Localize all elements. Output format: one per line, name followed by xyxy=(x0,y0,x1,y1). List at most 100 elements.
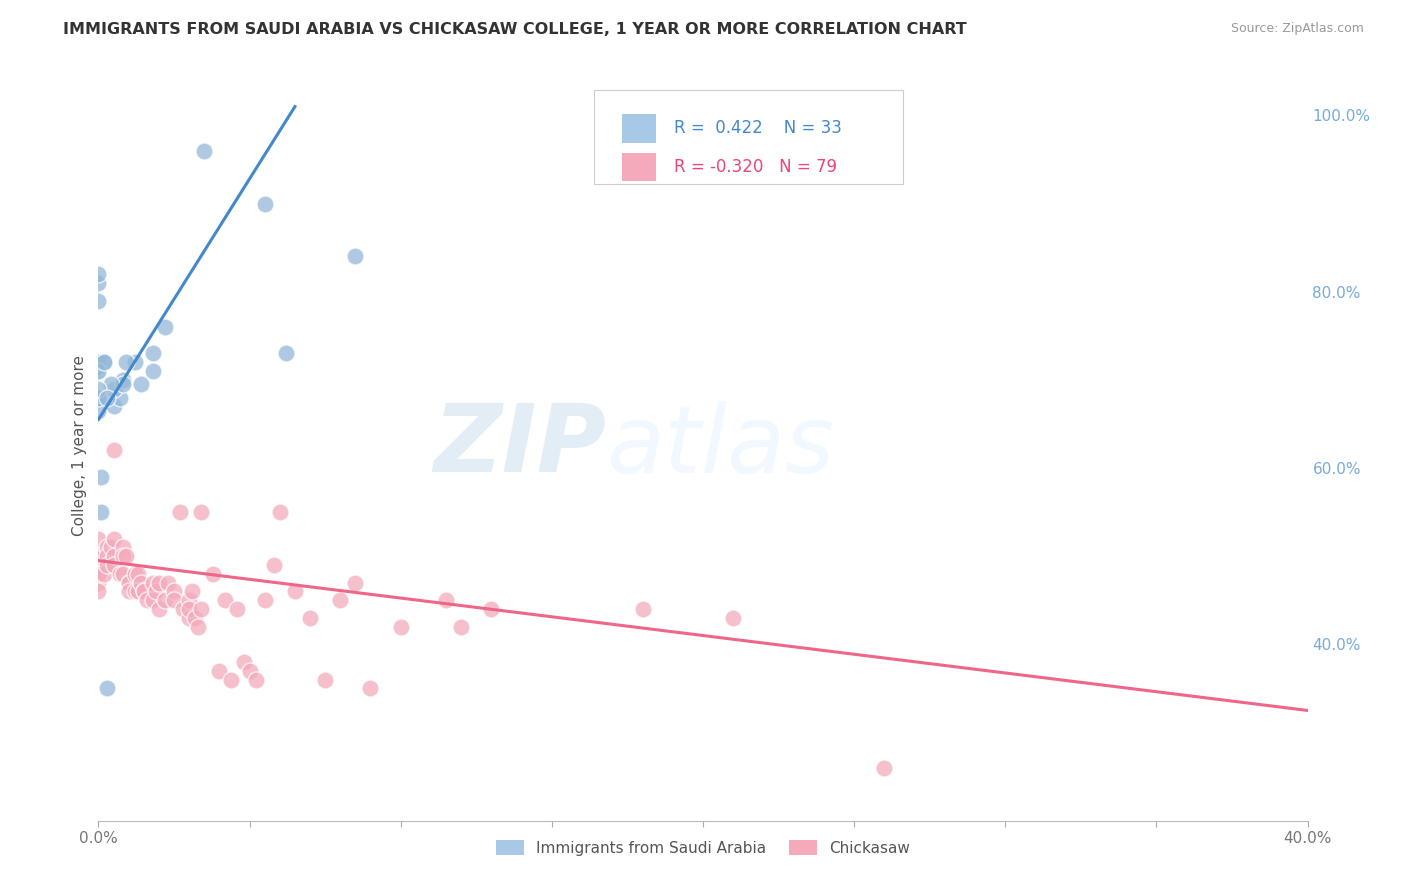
Point xyxy=(142,593,165,607)
Legend: Immigrants from Saudi Arabia, Chickasaw: Immigrants from Saudi Arabia, Chickasaw xyxy=(491,833,915,862)
Point xyxy=(96,681,118,696)
FancyBboxPatch shape xyxy=(595,90,903,184)
FancyBboxPatch shape xyxy=(621,153,655,181)
Point xyxy=(96,391,118,405)
Point xyxy=(184,611,207,625)
Point xyxy=(253,593,276,607)
Point xyxy=(284,584,307,599)
Point xyxy=(129,575,152,590)
Point xyxy=(93,549,115,564)
Point xyxy=(450,620,472,634)
Point xyxy=(96,541,118,555)
Point xyxy=(190,505,212,519)
Point xyxy=(360,681,382,696)
Text: IMMIGRANTS FROM SAUDI ARABIA VS CHICKASAW COLLEGE, 1 YEAR OR MORE CORRELATION CH: IMMIGRANTS FROM SAUDI ARABIA VS CHICKASA… xyxy=(63,22,967,37)
Point xyxy=(148,602,170,616)
Point xyxy=(232,655,254,669)
Point xyxy=(329,593,352,607)
Point xyxy=(344,250,367,264)
Point xyxy=(314,673,336,687)
Point xyxy=(118,584,141,599)
Point xyxy=(87,549,110,564)
Point xyxy=(193,144,215,158)
Point xyxy=(163,593,186,607)
Point xyxy=(87,382,110,396)
Point xyxy=(100,377,122,392)
Text: R = -0.320   N = 79: R = -0.320 N = 79 xyxy=(673,158,837,176)
Point xyxy=(269,505,291,519)
Point xyxy=(87,364,110,378)
Point xyxy=(90,505,112,519)
Point xyxy=(87,558,110,572)
Point xyxy=(187,620,209,634)
Text: atlas: atlas xyxy=(606,401,835,491)
Point xyxy=(111,541,134,555)
Point xyxy=(114,549,136,564)
Text: Source: ZipAtlas.com: Source: ZipAtlas.com xyxy=(1230,22,1364,36)
Point xyxy=(202,566,225,581)
Point xyxy=(124,355,146,369)
Point xyxy=(87,355,110,369)
Point xyxy=(344,575,367,590)
Point xyxy=(103,382,125,396)
Point xyxy=(481,602,503,616)
Point xyxy=(873,761,896,775)
Point xyxy=(114,355,136,369)
Point xyxy=(87,575,110,590)
Point xyxy=(181,584,204,599)
Point xyxy=(148,575,170,590)
Text: ZIP: ZIP xyxy=(433,400,606,492)
Point xyxy=(226,602,249,616)
Point xyxy=(179,593,201,607)
Point xyxy=(263,558,285,572)
Point xyxy=(153,320,176,334)
Point xyxy=(87,558,110,572)
Point xyxy=(124,584,146,599)
Point xyxy=(87,549,110,564)
Point xyxy=(93,355,115,369)
Point xyxy=(127,584,149,599)
Point xyxy=(190,602,212,616)
Point xyxy=(142,575,165,590)
Point xyxy=(239,664,262,678)
Point xyxy=(87,566,110,581)
Point xyxy=(434,593,457,607)
Point xyxy=(87,584,110,599)
Point xyxy=(111,549,134,564)
Point xyxy=(96,558,118,572)
Point xyxy=(214,593,236,607)
Point xyxy=(103,558,125,572)
Point xyxy=(253,196,276,211)
Point xyxy=(631,602,654,616)
Point xyxy=(153,593,176,607)
Text: R =  0.422    N = 33: R = 0.422 N = 33 xyxy=(673,120,842,137)
Point xyxy=(103,549,125,564)
Point xyxy=(142,346,165,360)
Point xyxy=(208,664,231,678)
Point xyxy=(124,566,146,581)
Point xyxy=(87,403,110,417)
FancyBboxPatch shape xyxy=(621,114,655,143)
Point xyxy=(127,566,149,581)
Point xyxy=(274,346,297,360)
Point xyxy=(389,620,412,634)
Point xyxy=(221,673,243,687)
Point xyxy=(87,391,110,405)
Point xyxy=(118,575,141,590)
Point xyxy=(87,566,110,581)
Point xyxy=(96,549,118,564)
Point xyxy=(111,377,134,392)
Point xyxy=(87,267,110,281)
Point xyxy=(145,584,167,599)
Point xyxy=(135,593,157,607)
Point xyxy=(87,293,110,308)
Point xyxy=(142,364,165,378)
Point xyxy=(87,566,110,581)
Point xyxy=(179,611,201,625)
Point xyxy=(87,359,110,374)
Point xyxy=(169,505,191,519)
Point xyxy=(108,566,131,581)
Point xyxy=(245,673,267,687)
Point xyxy=(93,566,115,581)
Point xyxy=(87,532,110,546)
